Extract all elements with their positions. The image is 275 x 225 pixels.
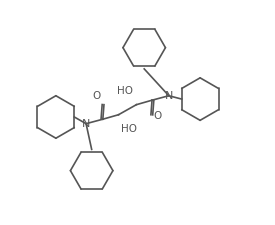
Text: O: O [154,111,162,121]
Text: HO: HO [121,124,137,134]
Text: HO: HO [117,86,133,96]
Text: N: N [82,119,90,129]
Text: O: O [92,91,101,101]
Text: N: N [165,91,173,101]
